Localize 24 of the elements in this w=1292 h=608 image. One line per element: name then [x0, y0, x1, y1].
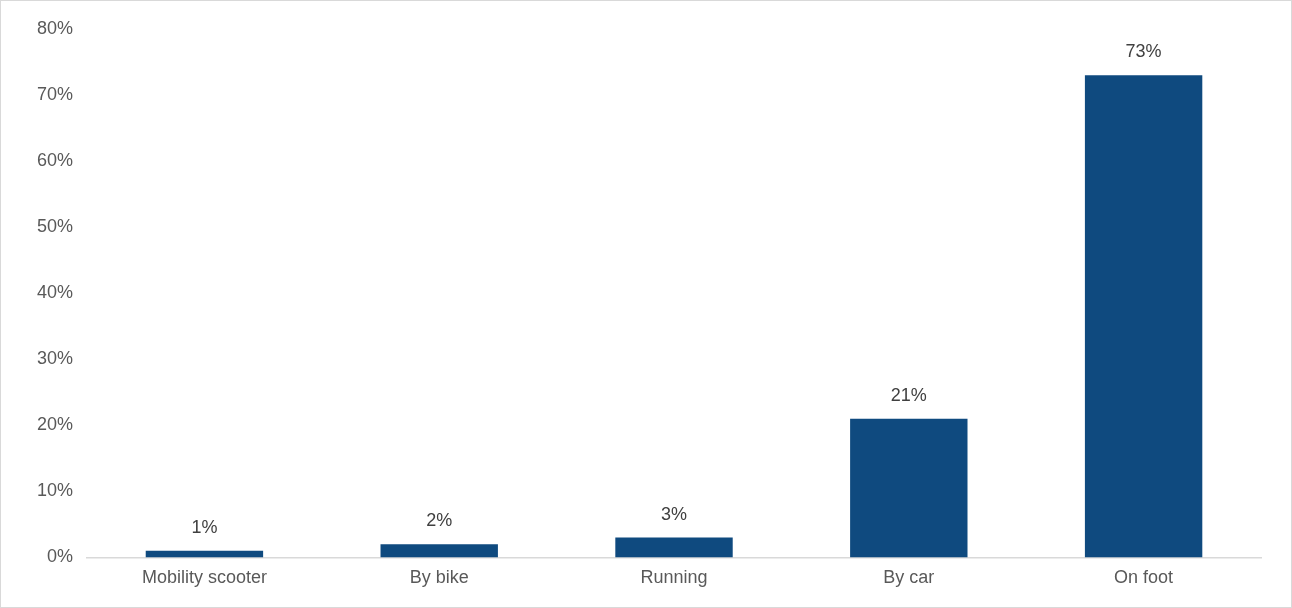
y-tick-label: 10% — [37, 480, 74, 501]
bar — [850, 418, 968, 558]
x-tick-label: Running — [640, 567, 708, 588]
x-tick-label: On foot — [1114, 567, 1174, 588]
data-label: 1% — [191, 516, 218, 537]
bar — [1084, 75, 1203, 558]
data-label: 3% — [661, 503, 688, 524]
data-label: 2% — [426, 510, 453, 531]
y-tick-label: 50% — [37, 216, 74, 237]
y-tick-label: 80% — [37, 17, 74, 38]
y-tick-label: 20% — [37, 414, 74, 435]
y-tick-label: 40% — [37, 282, 74, 303]
y-tick-label: 60% — [37, 150, 74, 171]
bar — [615, 537, 733, 558]
x-tick-label: By bike — [409, 567, 469, 588]
y-tick-label: 70% — [37, 84, 74, 105]
y-tick-label: 0% — [47, 546, 74, 567]
bar — [380, 544, 498, 558]
x-tick-label: Mobility scooter — [141, 567, 267, 588]
data-label: 73% — [1125, 41, 1162, 62]
y-tick-label: 30% — [37, 348, 74, 369]
data-label: 21% — [890, 384, 927, 405]
x-tick-label: By car — [883, 567, 935, 588]
bar — [145, 550, 264, 558]
